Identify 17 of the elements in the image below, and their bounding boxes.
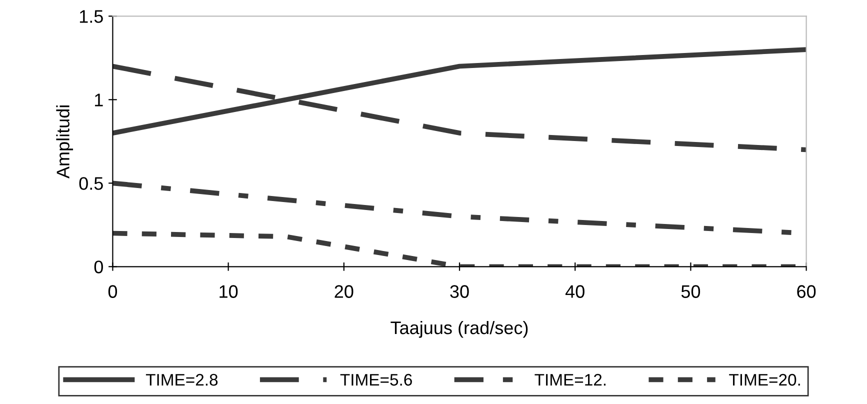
x-tick-label: 30	[450, 285, 469, 298]
y-axis-title: Amplitudi	[56, 105, 74, 178]
y-tick-label: 0.5	[79, 177, 103, 190]
x-tick-label: 50	[681, 285, 700, 298]
legend-label: TIME=20.	[729, 374, 800, 386]
x-tick-label: 40	[565, 285, 584, 298]
x-tick-label: 60	[797, 285, 816, 298]
legend-label: TIME=2.8	[146, 374, 218, 386]
x-axis-title: Taajuus (rad/sec)	[390, 320, 528, 338]
y-tick-label: 1.5	[80, 10, 103, 23]
x-tick-label: 20	[334, 285, 354, 298]
legend-label: TIME=5.6	[340, 374, 412, 386]
y-tick-label: 0	[94, 260, 103, 274]
x-tick-label: 10	[220, 285, 238, 298]
x-tick-label: 0	[108, 285, 118, 298]
y-tick-label: 1	[95, 94, 103, 106]
legend-label: TIME=12.	[534, 374, 606, 386]
